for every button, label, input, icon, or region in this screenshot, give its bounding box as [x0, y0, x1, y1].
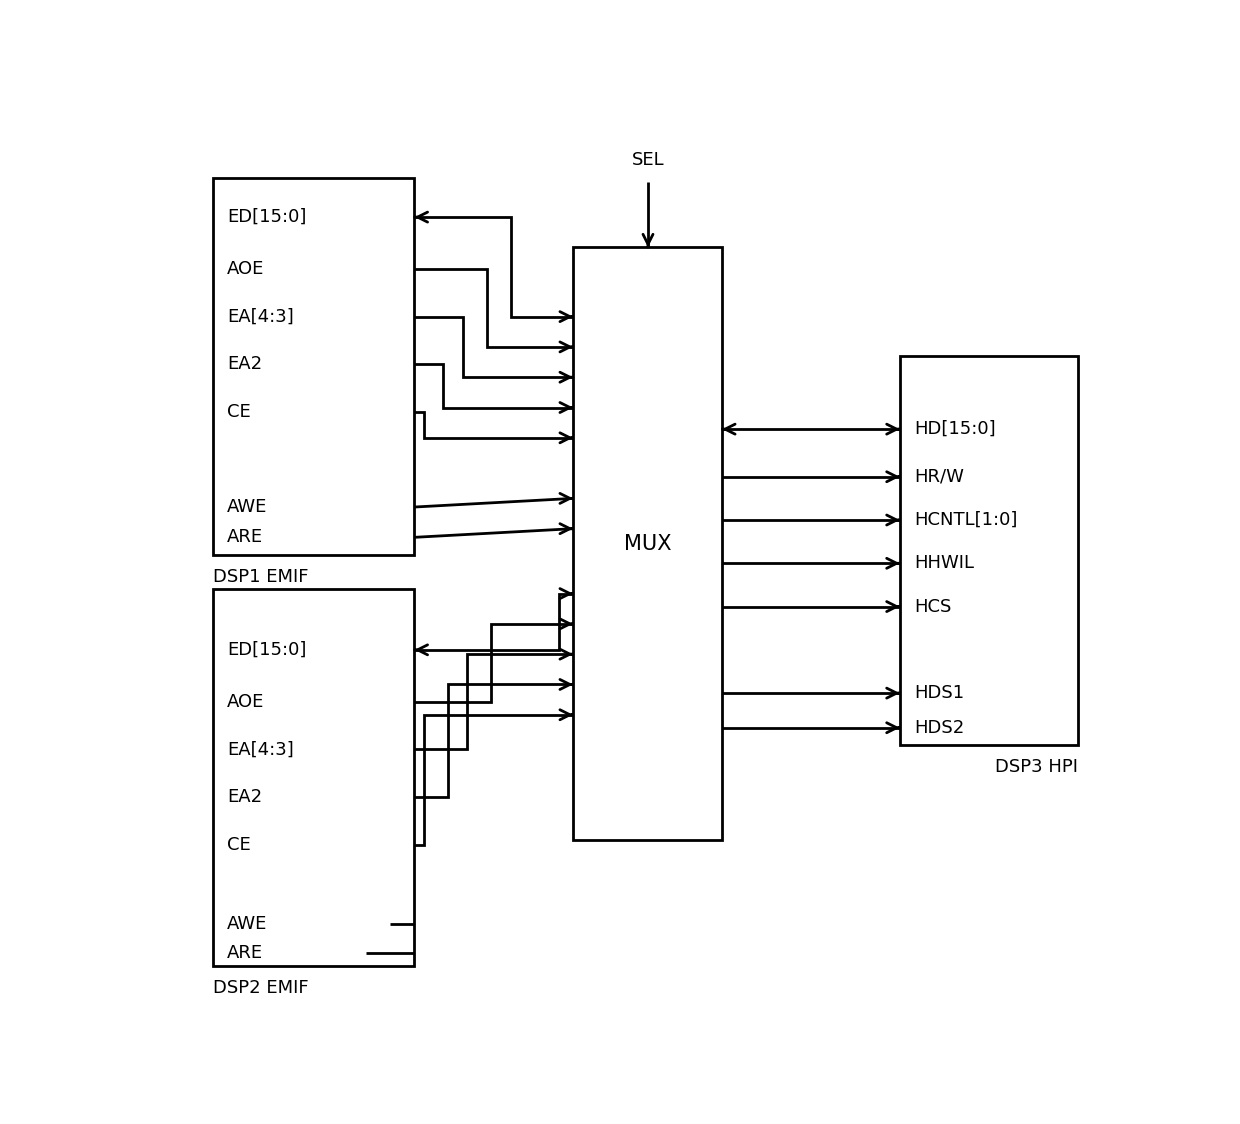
Text: HCS: HCS [914, 598, 951, 616]
Bar [213, 179, 414, 554]
Text: ARE: ARE [227, 944, 263, 962]
Text: EA2: EA2 [227, 355, 262, 373]
Text: SEL: SEL [631, 152, 665, 170]
Text: CE: CE [227, 402, 250, 420]
Text: ED[15:0]: ED[15:0] [227, 208, 306, 226]
Text: DSP1 EMIF: DSP1 EMIF [213, 568, 309, 586]
Text: DSP3 HPI: DSP3 HPI [994, 758, 1078, 776]
Text: AWE: AWE [227, 915, 268, 933]
Text: AOE: AOE [227, 260, 264, 278]
Text: ED[15:0]: ED[15:0] [227, 641, 306, 659]
Bar [900, 355, 1078, 745]
Text: HCNTL[1:0]: HCNTL[1:0] [914, 511, 1018, 529]
Text: EA[4:3]: EA[4:3] [227, 741, 294, 759]
Text: EA[4:3]: EA[4:3] [227, 308, 294, 326]
Text: EA2: EA2 [227, 788, 262, 806]
Text: AWE: AWE [227, 498, 268, 516]
Bar [573, 247, 722, 841]
Text: HHWIL: HHWIL [914, 554, 975, 572]
Text: ARE: ARE [227, 528, 263, 546]
Text: HR/W: HR/W [914, 468, 963, 486]
Text: HDS1: HDS1 [914, 685, 965, 702]
Text: HD[15:0]: HD[15:0] [914, 420, 996, 438]
Text: CE: CE [227, 835, 250, 853]
Text: MUX: MUX [624, 534, 671, 554]
Bar [213, 589, 414, 966]
Text: HDS2: HDS2 [914, 718, 965, 736]
Text: DSP2 EMIF: DSP2 EMIF [213, 979, 309, 997]
Text: AOE: AOE [227, 692, 264, 710]
